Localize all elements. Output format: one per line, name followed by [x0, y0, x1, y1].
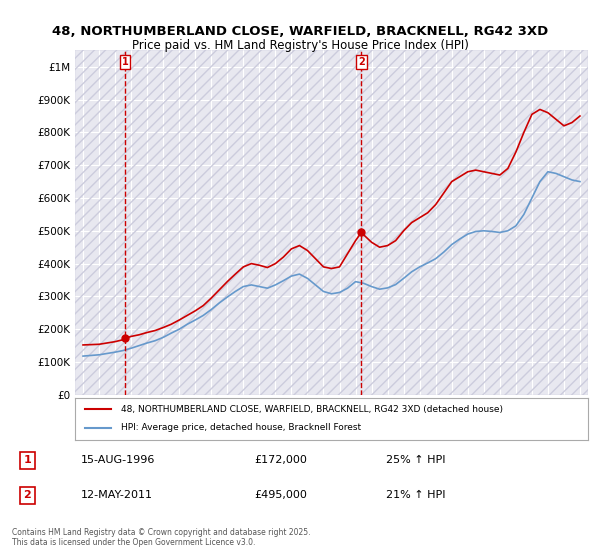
Text: £172,000: £172,000: [254, 455, 307, 465]
Text: HPI: Average price, detached house, Bracknell Forest: HPI: Average price, detached house, Brac…: [121, 423, 361, 432]
Text: 48, NORTHUMBERLAND CLOSE, WARFIELD, BRACKNELL, RG42 3XD: 48, NORTHUMBERLAND CLOSE, WARFIELD, BRAC…: [52, 25, 548, 38]
Bar: [75, 50, 588, 395]
Text: Contains HM Land Registry data © Crown copyright and database right 2025.
This d: Contains HM Land Registry data © Crown c…: [12, 528, 311, 547]
Text: 15-AUG-1996: 15-AUG-1996: [81, 455, 155, 465]
Text: 1: 1: [23, 455, 31, 465]
Text: 48, NORTHUMBERLAND CLOSE, WARFIELD, BRACKNELL, RG42 3XD (detached house): 48, NORTHUMBERLAND CLOSE, WARFIELD, BRAC…: [121, 405, 503, 414]
Text: £495,000: £495,000: [254, 490, 307, 500]
Text: 12-MAY-2011: 12-MAY-2011: [81, 490, 153, 500]
Text: 2: 2: [358, 57, 365, 67]
Text: 2: 2: [23, 490, 31, 500]
Text: Price paid vs. HM Land Registry's House Price Index (HPI): Price paid vs. HM Land Registry's House …: [131, 39, 469, 52]
Text: 21% ↑ HPI: 21% ↑ HPI: [386, 490, 446, 500]
Text: 1: 1: [122, 57, 128, 67]
Text: 25% ↑ HPI: 25% ↑ HPI: [386, 455, 446, 465]
